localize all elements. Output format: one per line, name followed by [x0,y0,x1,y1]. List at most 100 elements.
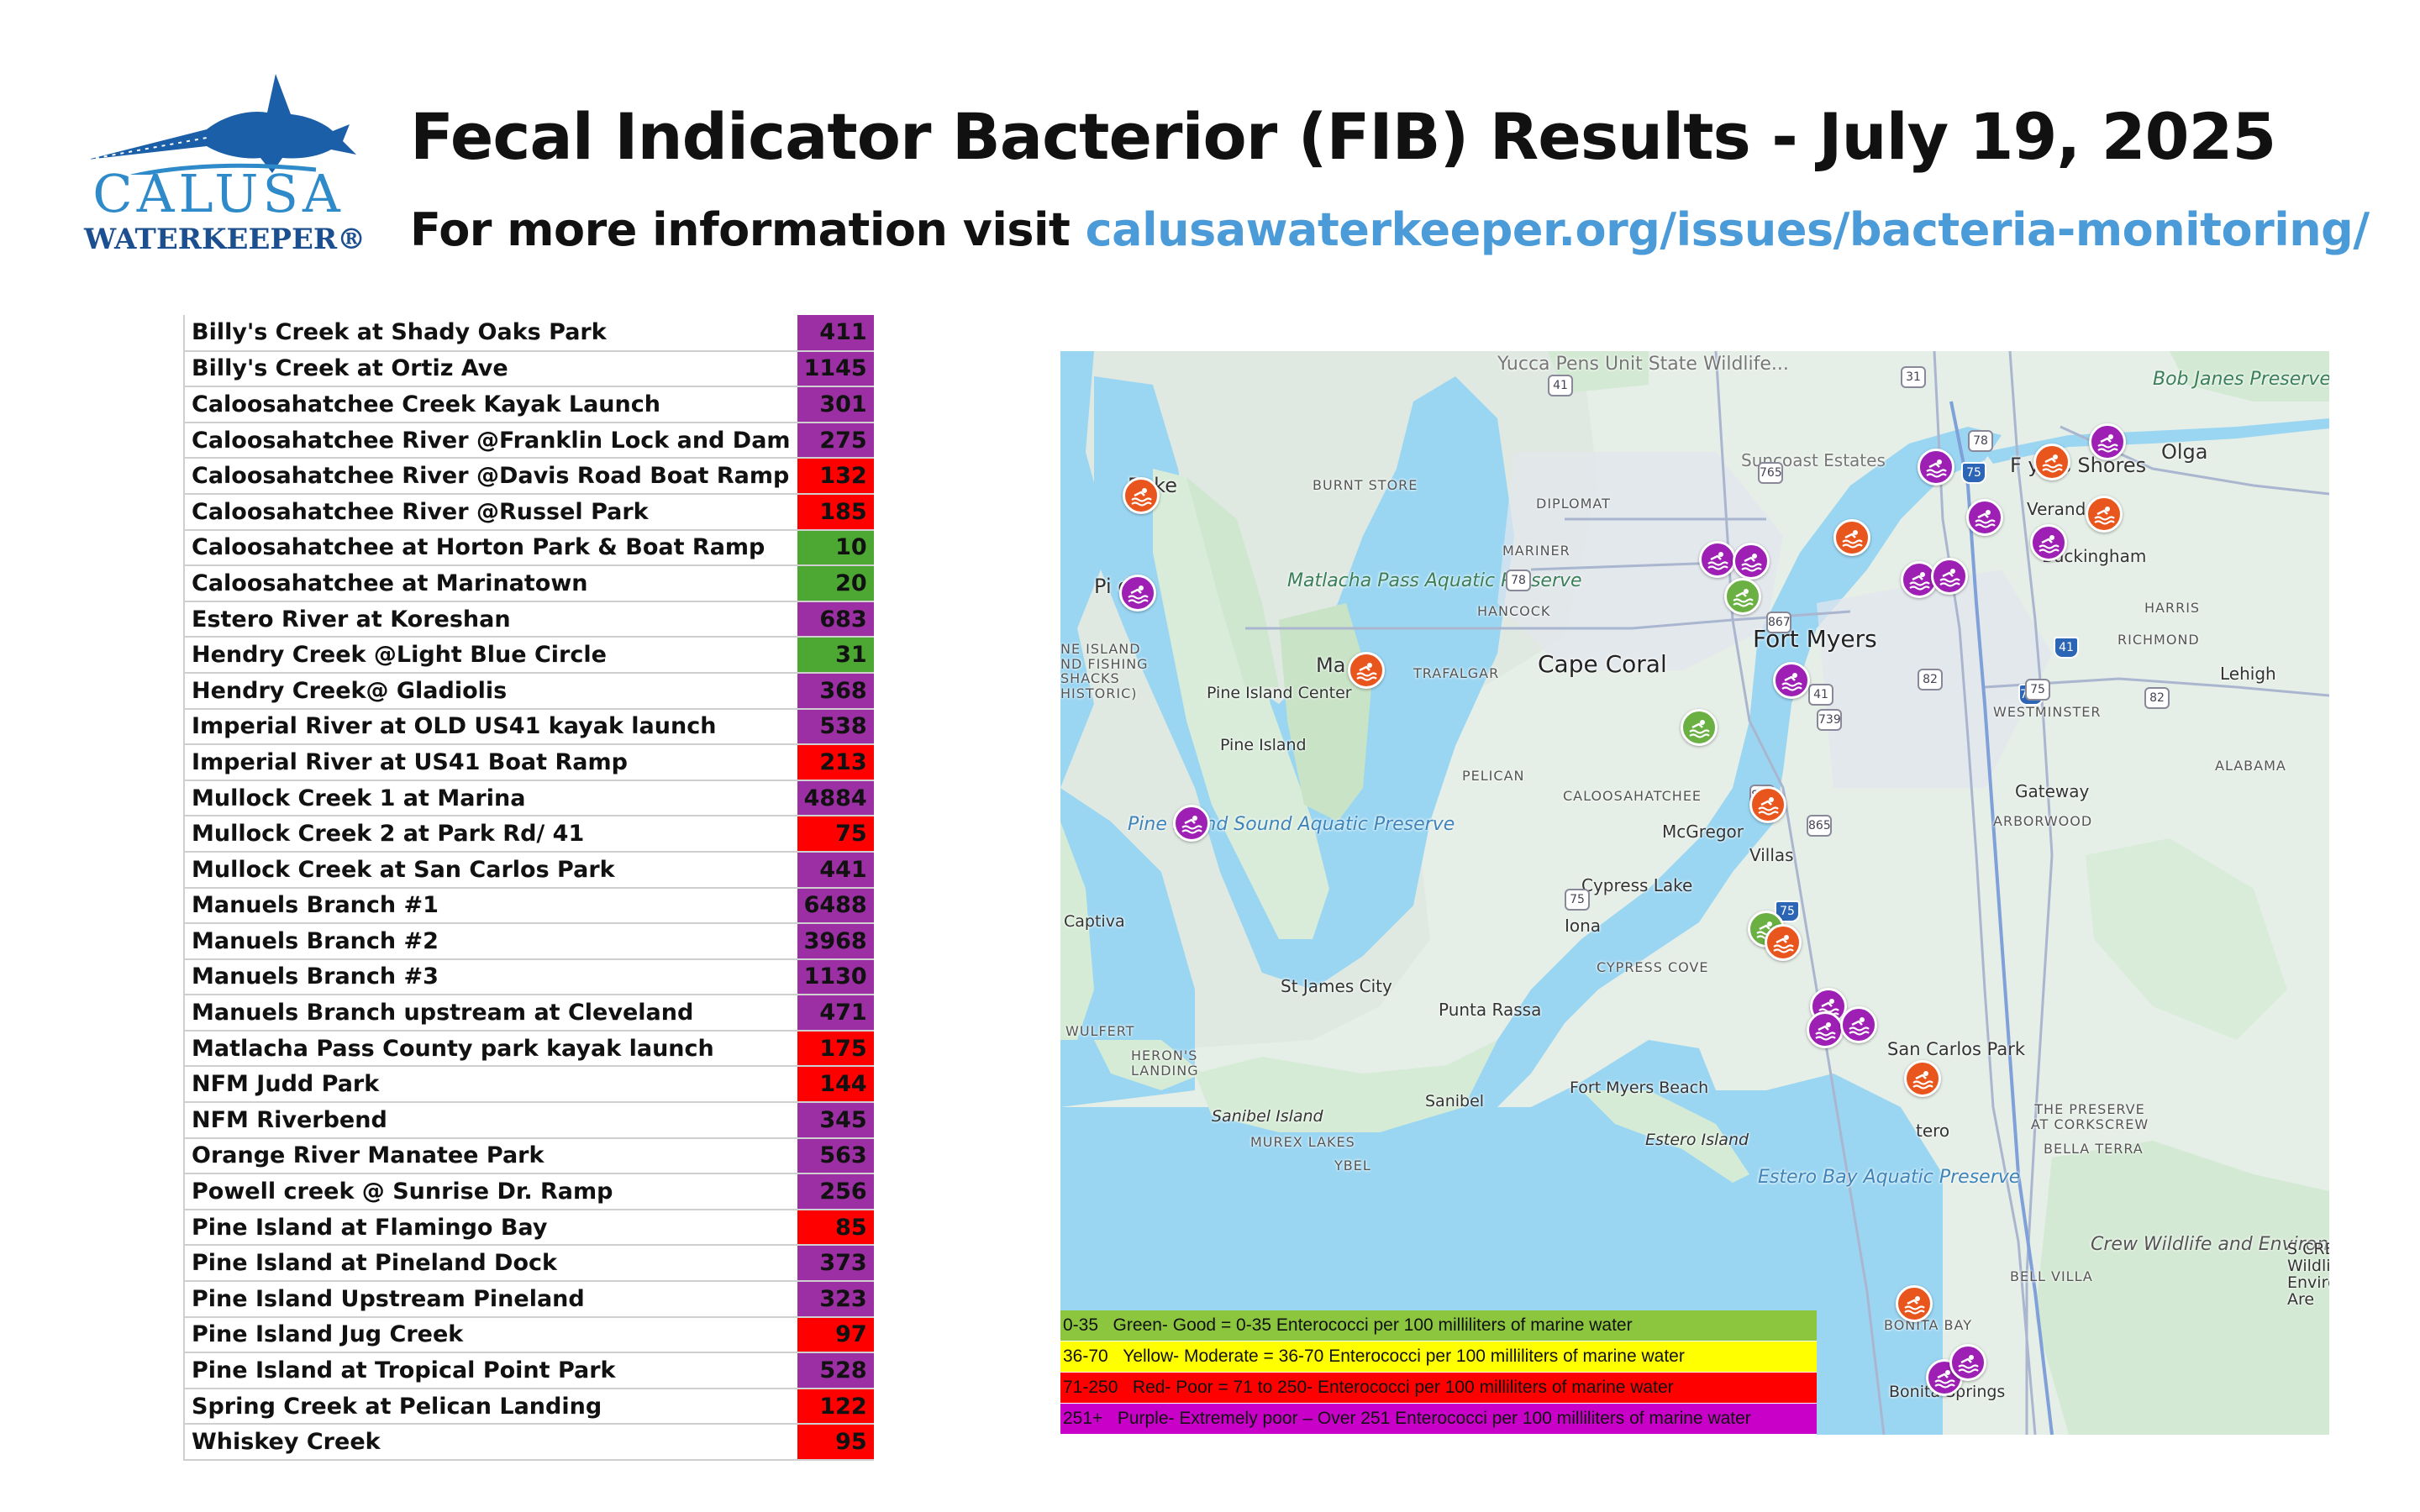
map-label-arborwood: ARBORWOOD [1993,813,2093,829]
swimmer-icon [1741,554,1762,572]
result-value: 85 [797,1209,874,1247]
site-name: Spring Creek at Pelican Landing [183,1388,797,1425]
swim-marker-red[interactable] [2033,444,2070,480]
map-label-sanibel: Sanibel [1425,1092,1485,1110]
map-label-fishing-shacks: NE ISLAND ND FISHING SHACKS HISTORIC) [1060,641,1149,701]
table-row: Manuels Branch #1 6488 [183,887,874,925]
map-label-villas: Villas [1749,845,1794,865]
swimmer-icon [1975,510,1996,528]
swim-marker-purple[interactable] [1173,805,1210,842]
map-base [1060,351,2329,1435]
result-value: 175 [797,1030,874,1068]
site-name: Mullock Creek 1 at Marina [183,780,797,817]
swim-marker-purple[interactable] [1733,543,1770,580]
table-row: Hendry Creek@ Gladiolis 368 [183,672,874,710]
result-value: 368 [797,672,874,710]
swim-marker-red[interactable] [1904,1060,1941,1097]
swim-marker-purple[interactable] [1773,662,1810,699]
table-row: Pine Island at Flamingo Bay 85 [183,1209,874,1247]
result-value: 275 [797,422,874,459]
map-label-matlacha-aquatic: Matlacha Pass Aquatic Preserve [1287,570,1582,591]
swimmer-icon [1904,1296,1925,1315]
swim-marker-purple[interactable] [1699,541,1736,578]
table-row: Manuels Branch upstream at Cleveland 471 [183,995,874,1032]
result-value: 97 [797,1316,874,1354]
result-value: 4884 [797,780,874,817]
swim-marker-purple[interactable] [1918,449,1954,486]
result-value: 345 [797,1102,874,1139]
swim-marker-green[interactable] [1681,709,1718,746]
swim-marker-red[interactable] [1765,924,1802,961]
sawfish-icon [87,74,356,175]
swimmer-icon [1356,663,1377,681]
map-label-pelican: PELICAN [1462,768,1525,784]
swimmer-icon [2039,535,2060,554]
site-name: Caloosahatchee Creek Kayak Launch [183,386,797,423]
table-row: Caloosahatchee River @Davis Road Boat Ra… [183,458,874,495]
table-row: Manuels Branch #3 1130 [183,958,874,996]
map-label-murex: MUREX LAKES [1250,1134,1355,1150]
map-label-ybel: YBEL [1334,1158,1371,1173]
table-row: Estero River at Koreshan 683 [183,601,874,638]
site-name: Manuels Branch #3 [183,958,797,996]
swim-marker-purple[interactable] [1807,1011,1844,1048]
map[interactable]: Yucca Pens Unit State Wildlife... Bob Ja… [1060,351,2329,1435]
swim-marker-red[interactable] [1833,519,1870,556]
swimmer-icon [1939,569,1960,587]
site-name: Caloosahatchee at Marinatown [183,565,797,602]
highway-shield: 78 [1968,430,1993,452]
site-name: Estero River at Koreshan [183,601,797,638]
swim-marker-purple[interactable] [2089,423,2126,460]
swimmer-icon [1926,459,1947,478]
swim-marker-red[interactable] [1749,786,1786,823]
map-label-harris: HARRIS [2144,600,2201,616]
swim-marker-red[interactable] [2086,496,2123,533]
highway-shield: 41 [1808,684,1833,706]
table-row: Manuels Branch #2 3968 [183,923,874,960]
result-value: 132 [797,458,874,495]
result-value: 6488 [797,887,874,925]
swim-marker-red[interactable] [1348,652,1385,689]
swimmer-icon [1849,1017,1870,1036]
legend-red: 71-250 Red- Poor = 71 to 250- Enterococc… [1060,1373,1817,1404]
table-row: Mullock Creek 1 at Marina 4884 [183,780,874,817]
map-label-bella-terra: BELLA TERRA [2044,1141,2144,1157]
table-row: Caloosahatchee at Marinatown 20 [183,565,874,602]
swimmer-icon [1934,1370,1955,1389]
map-label-cypress-lake: Cypress Lake [1581,875,1693,895]
swim-marker-purple[interactable] [1966,499,2003,536]
site-name: Caloosahatchee River @Davis Road Boat Ra… [183,458,797,495]
swim-marker-red[interactable] [1896,1285,1933,1322]
result-value: 144 [797,1066,874,1104]
table-row: Powell creek @ Sunrise Dr. Ramp 256 [183,1173,874,1210]
table-row: Caloosahatchee Creek Kayak Launch 301 [183,386,874,423]
swim-marker-purple[interactable] [1901,561,1938,598]
swim-marker-red[interactable] [1123,477,1160,514]
swim-marker-purple[interactable] [2030,524,2067,561]
table-row: Billy's Creek at Shady Oaks Park 411 [183,315,874,352]
site-name: Matlacha Pass County park kayak launch [183,1030,797,1068]
table-row: Imperial River at US41 Boat Ramp 213 [183,744,874,781]
map-label-bonita-bay: BONITA BAY [1884,1317,1972,1333]
map-label-mcgregor: McGregor [1662,822,1744,842]
info-link[interactable]: calusawaterkeeper.org/issues/bacteria-mo… [1085,203,2370,256]
site-name: Orange River Manatee Park [183,1137,797,1175]
swimmer-icon [2097,434,2118,453]
swimmer-icon [1128,585,1149,604]
swim-marker-purple[interactable] [1119,575,1156,612]
swimmer-icon [2094,507,2115,525]
swim-marker-purple[interactable] [1840,1006,1877,1043]
highway-shield: 739 [1817,709,1842,731]
swim-marker-green[interactable] [1724,578,1761,615]
map-label-wulfert: WULFERT [1065,1023,1135,1039]
swim-marker-purple[interactable] [1931,558,1968,595]
highway-shield: 765 [1758,462,1783,484]
table-row: Mullock Creek 2 at Park Rd/ 41 75 [183,816,874,853]
map-label-fort-myers-shores: F yers Shores [2010,454,2147,477]
swim-marker-purple[interactable] [1949,1344,1986,1381]
map-label-alabama: ALABAMA [2215,758,2286,774]
map-label-yucca: Yucca Pens Unit State Wildlife... [1497,354,1789,375]
table-row: Hendry Creek @Light Blue Circle 31 [183,637,874,674]
map-label-sanibel-island: Sanibel Island [1212,1107,1323,1126]
site-name: NFM Riverbend [183,1102,797,1139]
